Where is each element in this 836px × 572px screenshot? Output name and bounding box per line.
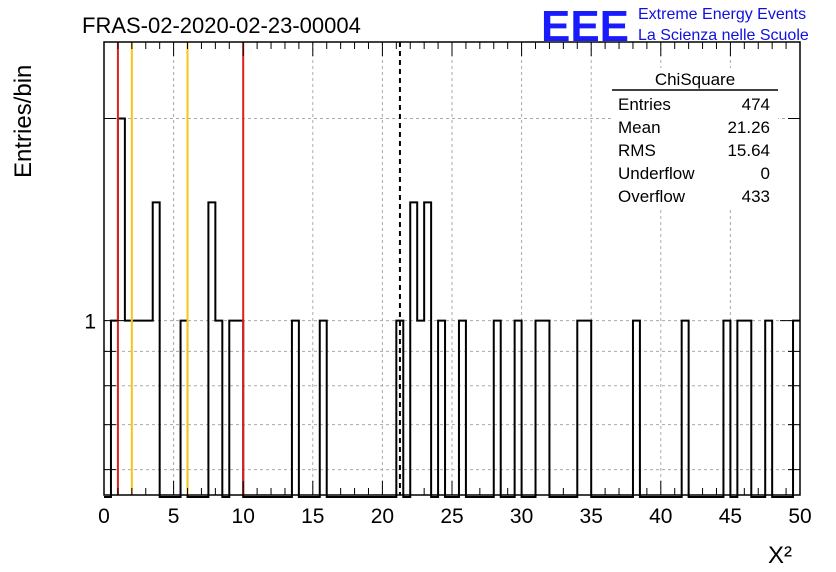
histogram-bars xyxy=(104,117,800,498)
stats-row-value: 15.64 xyxy=(727,141,770,160)
stats-row-value: 474 xyxy=(742,95,770,114)
chart-title: FRAS-02-2020-02-23-00004 xyxy=(82,13,361,38)
eee-logo: EEE xyxy=(541,2,629,51)
x-tick-label: 15 xyxy=(301,505,324,528)
logo-line-1: Extreme Energy Events xyxy=(638,6,806,23)
stats-box-background xyxy=(612,68,778,208)
tick-labels: 0 5 10 15 20 25 30 35 40 45 50 1 xyxy=(84,311,811,528)
x-tick-label: 35 xyxy=(580,505,603,528)
y-tick-label: 1 xyxy=(84,311,96,334)
stats-title: ChiSquare xyxy=(655,70,735,89)
x-tick-label: 20 xyxy=(371,505,394,528)
stats-box: ChiSquare Entries 474 Mean 21.26 RMS 15.64 Unde… xyxy=(612,68,778,208)
reference-lines xyxy=(116,42,401,495)
x-tick-label: 10 xyxy=(232,505,255,528)
histogram-outline xyxy=(104,117,800,498)
stats-row-value: 0 xyxy=(761,164,770,183)
stats-row-label: RMS xyxy=(618,141,656,160)
x-tick-label: 0 xyxy=(98,505,110,528)
stats-row-label: Mean xyxy=(618,118,661,137)
x-tick-label: 30 xyxy=(510,505,533,528)
stats-row-value: 433 xyxy=(742,187,770,206)
axis-ticks xyxy=(103,42,801,495)
x-tick-label: 5 xyxy=(168,505,180,528)
stats-row-label: Underflow xyxy=(618,164,695,183)
logo-line-2: La Scienza nelle Scuole xyxy=(638,27,809,44)
x-tick-label: 40 xyxy=(649,505,672,528)
x-axis-label: X² xyxy=(768,542,792,569)
x-tick-label: 45 xyxy=(719,505,742,528)
grid-lines xyxy=(104,42,800,495)
stats-row-value: 21.26 xyxy=(727,118,770,137)
y-axis-label: Entries/bin xyxy=(10,65,37,178)
x-tick-label: 25 xyxy=(440,505,463,528)
stats-row-label: Overflow xyxy=(618,187,686,206)
stats-row-label: Entries xyxy=(618,95,671,114)
x-tick-label: 50 xyxy=(788,505,811,528)
